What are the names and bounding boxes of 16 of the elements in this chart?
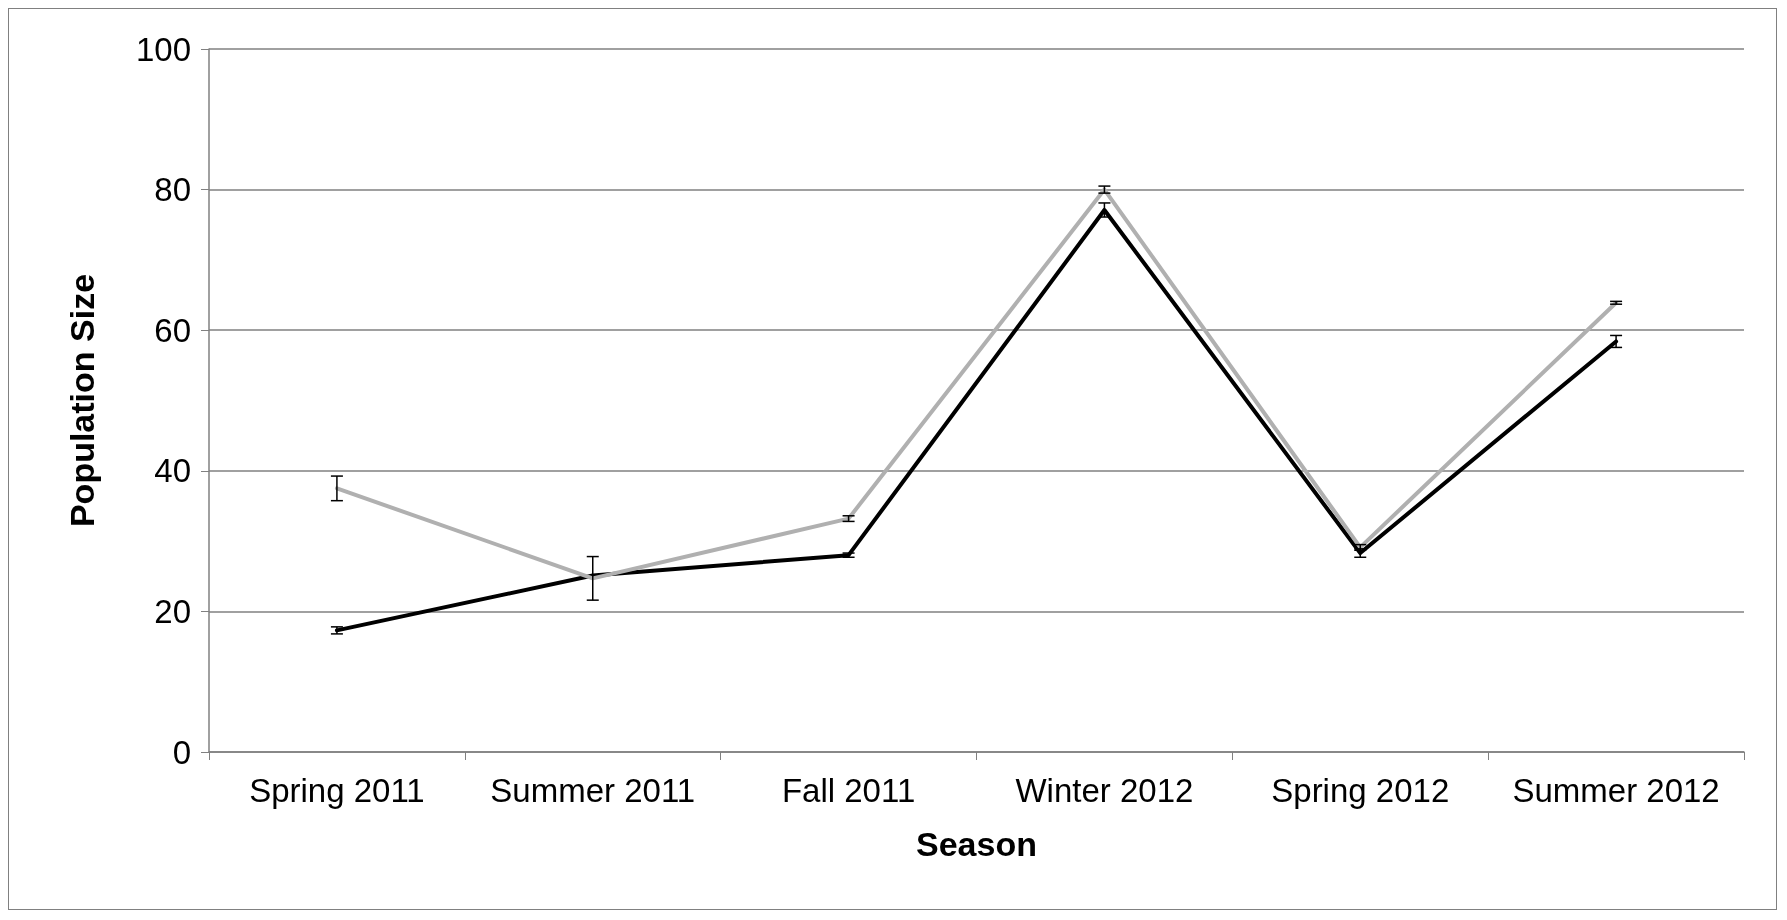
y-tick-label: 80	[154, 171, 191, 209]
y-tick-label: 100	[135, 30, 191, 68]
x-tick-label: Summer 2012	[1512, 772, 1720, 809]
x-tick-label: Summer 2011	[490, 772, 696, 809]
y-axis-title: Population Size	[63, 273, 101, 528]
y-tick-label: 60	[154, 311, 191, 349]
x-axis-title: Season	[916, 825, 1037, 863]
x-tick-label: Spring 2011	[249, 772, 425, 809]
x-tick-label: Winter 2012	[1015, 772, 1194, 809]
x-tick-label: Spring 2012	[1271, 772, 1450, 809]
y-tick-label: 0	[172, 733, 191, 771]
line-series	[334, 187, 1619, 581]
y-tick-label: 40	[154, 452, 191, 490]
x-tick-label: Fall 2011	[781, 772, 916, 809]
y-tick-label: 20	[154, 592, 191, 630]
line-series	[334, 207, 1619, 633]
